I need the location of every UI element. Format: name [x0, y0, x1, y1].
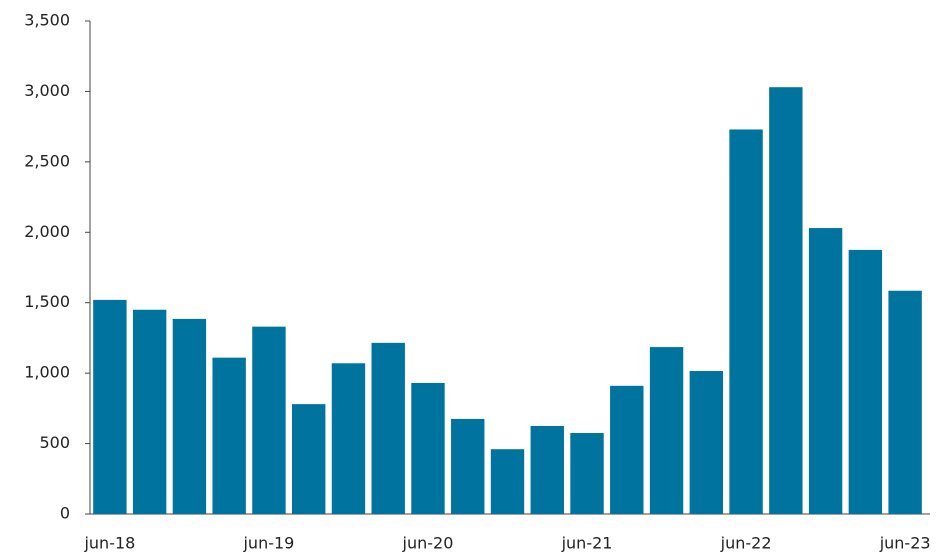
- bar: [93, 299, 127, 514]
- y-tick-label: 500: [39, 433, 70, 452]
- bar: [291, 404, 326, 514]
- bar: [172, 318, 207, 514]
- bar: [610, 385, 644, 514]
- bar: [769, 87, 803, 515]
- x-tick-label: jun-20: [402, 534, 454, 553]
- bar: [252, 326, 286, 514]
- y-tick-label: 2,500: [24, 151, 70, 170]
- bar: [331, 363, 366, 514]
- y-tick-label: 3,000: [24, 81, 70, 100]
- bar: [411, 383, 445, 514]
- y-tick-label: 2,000: [24, 222, 70, 241]
- y-tick-label: 0: [60, 504, 70, 523]
- bar: [888, 290, 922, 514]
- y-tick-label: 3,500: [24, 11, 70, 30]
- bar: [451, 418, 485, 514]
- x-tick-label: jun-18: [83, 534, 135, 553]
- x-tick-label: jun-21: [561, 534, 613, 553]
- bar: [530, 425, 564, 514]
- bar: [848, 249, 883, 514]
- y-tick-label: 1,500: [24, 292, 70, 311]
- bar: [808, 228, 843, 514]
- bar: [649, 347, 684, 514]
- bar: [132, 309, 167, 514]
- y-tick-label: 1,000: [24, 363, 70, 382]
- x-tick-label: jun-19: [242, 534, 294, 553]
- bar: [689, 371, 724, 514]
- bar: [570, 433, 604, 514]
- x-tick-label: jun-23: [879, 534, 931, 553]
- bar: [212, 357, 246, 514]
- x-tick-label: jun-22: [720, 534, 772, 553]
- bar: [729, 129, 763, 514]
- bar: [490, 449, 525, 514]
- bar: [371, 342, 405, 514]
